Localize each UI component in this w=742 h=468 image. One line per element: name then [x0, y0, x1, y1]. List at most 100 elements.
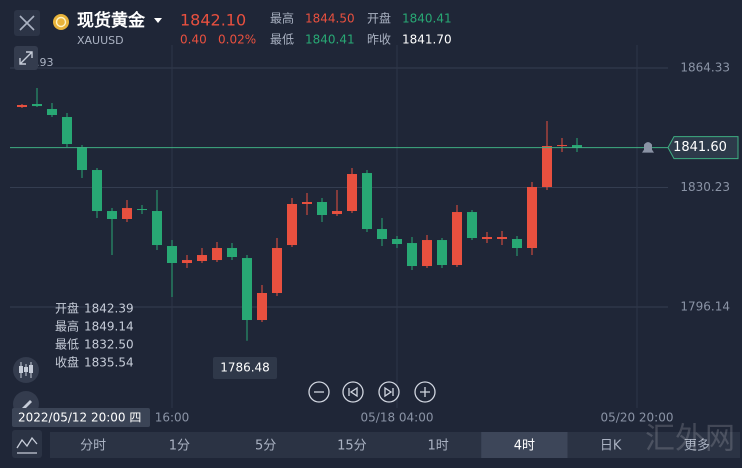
tooltip-value: 1835.54 — [84, 356, 134, 370]
candle-body — [392, 239, 402, 245]
tooltip-label: 开盘 — [55, 301, 79, 316]
candle-body — [467, 212, 477, 239]
tab[interactable]: 5分 — [255, 439, 276, 454]
candle-body — [347, 174, 357, 212]
symbol: XAUUSD — [77, 34, 124, 47]
dropdown-caret[interactable] — [154, 18, 162, 23]
candle-body — [167, 246, 177, 264]
candle-body — [557, 145, 567, 147]
x-tick-label: 05/20 20:00 — [601, 411, 674, 425]
candle-body — [107, 211, 117, 220]
candle-body — [197, 255, 207, 262]
candle-body — [302, 202, 312, 205]
candle-body — [137, 209, 147, 211]
tab[interactable]: 15分 — [337, 439, 367, 454]
candle-body — [497, 237, 507, 240]
candle-body — [257, 293, 267, 321]
candle-body — [92, 170, 102, 212]
indicator-icon — [16, 436, 38, 454]
tab[interactable]: 4时 — [514, 439, 535, 454]
price: 1842.10 — [180, 11, 246, 30]
candle-body — [452, 212, 462, 266]
chart-type-icon — [29, 365, 33, 373]
y-tick-label: 1830.23 — [680, 180, 730, 194]
expand-icon — [19, 51, 33, 65]
watermark: 汇外网 — [645, 422, 735, 457]
tab-bar — [50, 432, 740, 458]
candle-body — [17, 105, 27, 108]
indicator-button[interactable] — [12, 430, 42, 458]
x-tick-label: 05/18 04:00 — [361, 411, 434, 425]
crosshair-time: 2022/05/12 20:00 四 — [18, 411, 141, 425]
zoom-in-icon — [420, 387, 430, 397]
tab[interactable]: 1时 — [427, 439, 448, 454]
current-price-label: 1841.60 — [673, 140, 727, 155]
candle-body — [47, 109, 57, 116]
tooltip-label: 最低 — [55, 338, 79, 352]
candle-body — [287, 204, 297, 246]
candle-body — [32, 104, 42, 107]
close-icon — [19, 15, 35, 31]
crosshair-time-box — [12, 408, 150, 427]
stat-label: 最低 — [270, 33, 294, 47]
tooltip-value: 1832.50 — [84, 338, 134, 352]
candle-body — [407, 243, 417, 267]
low-annotation: 1786.48 — [220, 361, 270, 375]
candle-body — [377, 229, 387, 240]
tabs: 分时 1分 5分 15分 1时 4时 日K 更多 — [80, 432, 710, 458]
stat-value: 1841.70 — [402, 33, 452, 47]
stat-value: 1844.50 — [305, 12, 355, 26]
candle-body — [422, 240, 432, 267]
tab[interactable]: 更多 — [684, 438, 710, 454]
candle-body — [332, 211, 342, 215]
x-tick-label: 16:00 — [155, 411, 190, 425]
candle-body — [242, 258, 252, 321]
candle-body — [437, 240, 447, 266]
candle-body — [122, 208, 132, 220]
tooltip-value: 1849.14 — [84, 320, 134, 334]
coin-icon — [53, 14, 69, 30]
alert-icon[interactable] — [642, 142, 654, 153]
chart-type-icon — [24, 367, 28, 372]
chart-type-icon — [19, 366, 23, 373]
candle-body — [482, 237, 492, 240]
candle-body — [182, 260, 192, 264]
candle-body — [572, 145, 582, 148]
candle-body — [317, 202, 327, 216]
chart-nav — [308, 381, 436, 403]
to-end-icon — [384, 386, 394, 398]
candle-body — [212, 248, 222, 261]
coin-icon-inner — [55, 16, 67, 28]
candle-body — [272, 248, 282, 294]
stat-label: 昨收 — [367, 33, 391, 47]
stat-value: 1840.41 — [402, 12, 452, 26]
tab[interactable]: 分时 — [80, 439, 106, 454]
candle-body — [62, 117, 72, 145]
zoom-out[interactable] — [308, 381, 330, 403]
tooltip-label: 收盘 — [55, 355, 79, 370]
zoom-in[interactable] — [414, 381, 436, 403]
to-start-icon — [348, 386, 358, 398]
candle-body — [542, 146, 552, 188]
tab[interactable]: 1分 — [169, 439, 190, 454]
tooltip-value: 1842.39 — [84, 302, 134, 316]
y-tick-label: 1796.14 — [680, 299, 730, 313]
stat-value: 1840.41 — [305, 33, 355, 47]
to-end[interactable] — [378, 381, 400, 403]
tooltip-label: 最高 — [55, 319, 79, 334]
current-price-box — [667, 136, 739, 160]
candle-body — [527, 187, 537, 249]
stat-label: 开盘 — [367, 11, 391, 26]
instrument-name[interactable]: 现货黄金 — [77, 10, 146, 31]
tab-selected-bg — [481, 432, 568, 458]
y-tick-label: 1864.33 — [680, 61, 730, 75]
to-start[interactable] — [342, 381, 364, 403]
change: 0.40 — [180, 33, 207, 47]
tab[interactable]: 日K — [600, 439, 622, 454]
candle-body — [362, 173, 372, 230]
candle-body — [152, 211, 162, 246]
change-pct: 0.02% — [218, 33, 256, 47]
